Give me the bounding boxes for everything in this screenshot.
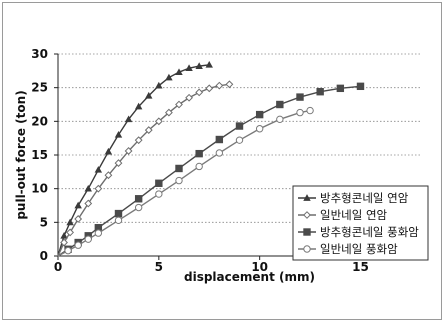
series-4-point	[276, 115, 284, 124]
series-2	[57, 80, 234, 257]
legend-marker	[303, 211, 311, 219]
series-2-point	[66, 228, 75, 237]
series-3-point	[195, 149, 203, 158]
series-1-point	[94, 165, 103, 173]
x-tick-label: 0	[54, 260, 62, 274]
series-3-point	[356, 82, 365, 91]
series-2-point	[225, 80, 234, 89]
series-1-point	[165, 73, 173, 81]
series-4-point	[255, 125, 264, 133]
series-1-point	[84, 184, 92, 192]
series-4-point	[215, 149, 224, 157]
series-1	[57, 60, 213, 257]
y-tick-label: 5	[40, 215, 48, 229]
y-tick-label: 20	[31, 114, 48, 128]
series-4-point	[114, 216, 123, 225]
series-4-point	[134, 203, 143, 212]
series-1-point	[74, 201, 82, 209]
series-4	[57, 106, 314, 257]
series-2-point	[104, 171, 113, 180]
series-4-point	[74, 241, 82, 249]
legend-entry: 방추형콘네일 풍화암	[298, 225, 419, 239]
series-1-point	[145, 91, 153, 99]
series-3-point	[316, 88, 324, 96]
series-3-point	[134, 195, 143, 203]
series-3-point	[276, 100, 284, 109]
series-2-point	[84, 199, 93, 208]
pullout-chart: 0 5 10 15 20 25 30 0 5 10 15 displacement (mm) pul…	[14, 47, 429, 284]
series-4-point	[94, 229, 103, 237]
series-4-line	[57, 109, 311, 257]
series-1-point	[114, 130, 123, 138]
y-tick-label: 0	[40, 249, 48, 263]
x-axis-title: displacement (mm)	[184, 270, 315, 284]
series-3-point	[175, 164, 183, 173]
series-3-point	[215, 135, 224, 144]
series-2-point	[134, 136, 143, 145]
series-2-point	[165, 108, 173, 117]
series-2-point	[195, 88, 204, 97]
series-2-point	[144, 126, 153, 134]
series-4-point	[235, 136, 244, 144]
series-1-point	[205, 60, 213, 68]
series-1-point	[155, 81, 163, 89]
series-4-point	[155, 190, 163, 198]
series-4-point	[175, 176, 183, 185]
series-1-point	[134, 102, 143, 110]
series-layer	[57, 60, 365, 257]
legend-label: 일반네일 풍화암	[320, 242, 398, 256]
series-2-point	[74, 215, 83, 223]
legend-marker	[303, 245, 311, 253]
y-axis-title: pull-out force (ton)	[14, 90, 28, 219]
series-4-point	[306, 106, 314, 115]
series-2-line	[57, 83, 230, 257]
series-2-point	[175, 100, 183, 109]
legend-entry: 방추형콘네일 연암	[298, 191, 409, 205]
series-1-point	[104, 147, 113, 155]
series-4-point	[84, 235, 92, 243]
series-2-point	[215, 81, 224, 90]
series-3-point	[114, 209, 123, 218]
y-tick-label: 15	[31, 148, 48, 162]
legend-entry: 일반네일 풍화암	[298, 242, 398, 256]
series-4-point	[296, 108, 304, 117]
series-1-point	[60, 231, 68, 239]
legend-marker	[303, 194, 311, 201]
series-3-point	[235, 122, 244, 130]
series-3-point	[336, 84, 345, 93]
series-2-point	[114, 159, 123, 167]
y-tick-label: 10	[31, 182, 48, 196]
legend-label: 방추형콘네일 풍화암	[320, 225, 419, 239]
series-2-point	[185, 93, 193, 102]
tick-labels: 0 5 10 15 20 25 30 0 5 10 15	[31, 47, 369, 274]
series-1-line	[57, 64, 210, 257]
series-4-point	[195, 162, 203, 171]
x-tick-label: 5	[155, 260, 163, 274]
x-tick-label: 15	[352, 260, 369, 274]
legend-label: 방추형콘네일 연암	[320, 191, 409, 205]
x-tick-label: 10	[251, 260, 268, 274]
series-1-point	[66, 218, 74, 226]
chart-frame: 0 5 10 15 20 25 30 0 5 10 15 displacement (mm) pul…	[2, 2, 442, 320]
y-tick-label: 30	[31, 47, 48, 61]
legend-label: 일반네일 연암	[320, 208, 388, 222]
series-2-point	[154, 117, 163, 126]
series-3-point	[155, 179, 163, 187]
legend-entry: 일반네일 연암	[298, 208, 388, 222]
series-1-point	[185, 64, 193, 71]
y-tick-label: 25	[31, 81, 48, 95]
series-2-point	[60, 238, 68, 247]
legend-marker	[303, 228, 311, 236]
series-3-point	[296, 93, 304, 101]
series-3-point	[255, 110, 264, 119]
series-1-point	[175, 68, 183, 76]
series-2-point	[205, 84, 214, 93]
series-2-point	[94, 184, 103, 193]
series-4-point	[64, 246, 72, 255]
series-1-point	[195, 62, 203, 69]
series-2-point	[124, 147, 133, 155]
series-1-point	[124, 115, 133, 123]
